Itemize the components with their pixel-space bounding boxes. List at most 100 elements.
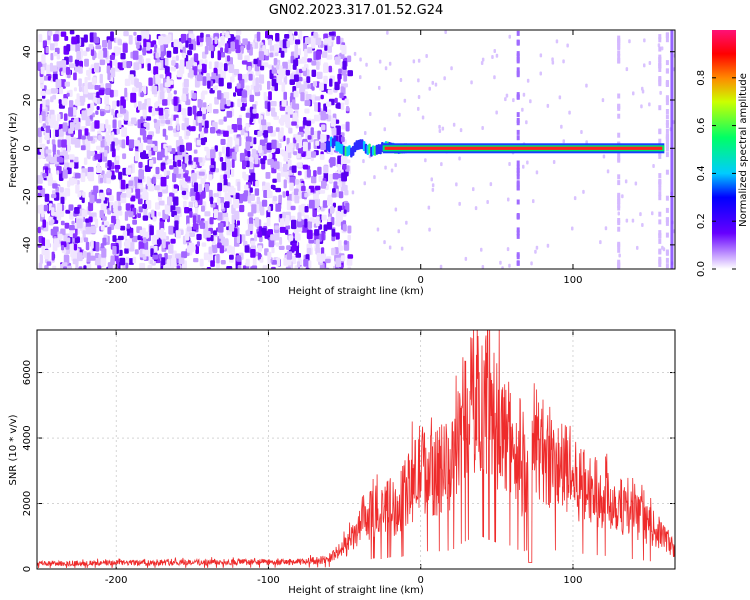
- spectrogram-noise-cell: [123, 230, 128, 240]
- spectrogram-faint-cell: [481, 126, 484, 130]
- spectrogram-noise-cell: [110, 255, 115, 266]
- spectrogram-noise-cell: [315, 140, 320, 146]
- spectral-line-core: [384, 146, 663, 150]
- spectrogram-faint-cell: [506, 247, 510, 252]
- spectrogram-noise-cell: [170, 238, 176, 244]
- spectrogram-faint-cell: [632, 91, 635, 96]
- spectrogram-noise-cell: [226, 266, 233, 269]
- spectrogram-noise-cell: [60, 228, 66, 236]
- spectrogram-noise-cell: [340, 102, 345, 111]
- spectrogram-noise-cell: [76, 51, 81, 60]
- spectrogram-faint-cell: [539, 53, 543, 58]
- spectrogram-faint-cell: [562, 139, 565, 144]
- spectrogram-faint-cell: [397, 229, 400, 234]
- spectrogram-noise-cell: [326, 222, 333, 230]
- spectrogram-streak-cell: [516, 214, 520, 220]
- spectrogram-noise-cell: [84, 76, 88, 87]
- spectrogram-noise-cell: [189, 211, 193, 218]
- spectrogram-noise-cell: [228, 224, 235, 232]
- spectrogram-noise-cell: [44, 193, 50, 202]
- spectrogram-noise-cell: [338, 68, 342, 74]
- spectrogram-noise-cell: [85, 47, 90, 52]
- spectrogram-noise-cell: [164, 36, 170, 44]
- spectrogram-noise-cell: [347, 225, 352, 234]
- spectrogram-noise-cell: [328, 65, 332, 73]
- spectrogram-faint-cell: [424, 158, 427, 163]
- spectrogram-noise-cell: [173, 90, 177, 95]
- spectrogram-noise-cell: [278, 73, 283, 80]
- spectrogram-noise-cell: [250, 84, 254, 90]
- spectrogram-noise-cell: [185, 99, 191, 106]
- spectrogram-noise-cell: [197, 99, 203, 108]
- spectrogram-streak-cell: [658, 153, 662, 159]
- spectrogram-faint-cell: [400, 246, 404, 251]
- spectrogram-noise-cell: [224, 43, 229, 53]
- spectrogram-noise-cell: [125, 256, 130, 264]
- spectrogram-noise-cell: [250, 249, 256, 258]
- spectrogram-noise-cell: [190, 188, 195, 198]
- spectrogram-noise-cell: [75, 262, 79, 269]
- spectrogram-streak-cell: [658, 178, 662, 184]
- spectrogram-noise-cell: [217, 212, 223, 221]
- spectrogram-noise-cell: [68, 225, 75, 231]
- spectrogram-noise-cell: [269, 52, 274, 58]
- spectrogram-noise-cell: [285, 190, 289, 197]
- spectrogram-faint-cell: [438, 124, 441, 129]
- spectrogram-noise-cell: [241, 90, 248, 98]
- spectrogram-noise-cell: [331, 192, 337, 198]
- spectrogram-noise-cell: [162, 214, 169, 220]
- spectrogram-noise-cell: [250, 194, 255, 201]
- spectrogram-streak-cell: [516, 180, 520, 186]
- spectrogram-noise-cell: [332, 202, 336, 208]
- spectrogram-noise-cell: [293, 51, 299, 58]
- spectrogram-noise-cell: [130, 92, 137, 103]
- spectrogram-streak-cell: [658, 211, 662, 217]
- spectrogram-noise-cell: [173, 196, 179, 206]
- spectrogram-noise-cell: [173, 96, 178, 106]
- spectrogram-noise-cell: [144, 165, 151, 172]
- spectrogram-noise-cell: [286, 251, 293, 260]
- spectrogram-streak-cell: [516, 129, 520, 135]
- spectrogram-noise-cell: [195, 191, 200, 201]
- spectrogram-noise-cell: [204, 183, 210, 192]
- spectrogram-noise-cell: [116, 258, 120, 267]
- spectrogram-noise-cell: [95, 45, 102, 50]
- spectrogram-noise-cell: [295, 82, 302, 89]
- spectrogram-noise-cell: [262, 265, 268, 269]
- spectrogram-noise-cell: [314, 102, 318, 112]
- spectrogram-noise-cell: [223, 174, 227, 180]
- spectrogram-noise-cell: [99, 59, 106, 66]
- spectrogram-noise-cell: [271, 260, 277, 265]
- spectrogram-noise-cell: [335, 210, 341, 221]
- spectrogram-noise-cell: [209, 217, 214, 225]
- spectrogram-noise-cell: [181, 123, 186, 131]
- spectrogram-noise-cell: [241, 96, 247, 103]
- spectrogram-noise-cell: [59, 187, 64, 193]
- spectrogram-noise-cell: [344, 98, 349, 105]
- spectrogram-noise-cell: [56, 215, 62, 221]
- spectrogram-faint-cell: [599, 240, 602, 245]
- spectrogram-noise-cell: [210, 260, 215, 267]
- spectrogram-noise-cell: [149, 225, 154, 236]
- spectrogram-streak-cell: [617, 218, 621, 223]
- spectrogram-noise-cell: [147, 265, 153, 269]
- spectrogram-noise-cell: [51, 65, 58, 72]
- spectrogram-noise-cell: [84, 128, 89, 136]
- spectrogram-noise-cell: [347, 266, 352, 269]
- spectrogram-noise-cell: [134, 140, 140, 147]
- spectrogram-noise-cell: [282, 61, 288, 70]
- spectrogram-noise-cell: [147, 134, 153, 140]
- spectrogram-noise-cell: [98, 50, 104, 60]
- spectrogram-faint-cell: [521, 107, 524, 112]
- spectrogram-streak-cell: [658, 105, 662, 111]
- spectrogram-streak-cell: [516, 118, 520, 123]
- spectrogram-faint-cell: [504, 97, 507, 102]
- spectrogram-noise-cell: [81, 110, 86, 119]
- spectrogram-noise-cell: [206, 267, 211, 269]
- spectrogram-noise-cell: [319, 154, 325, 160]
- spectrogram-noise-cell: [342, 60, 347, 70]
- spectrogram-noise-cell: [257, 231, 263, 238]
- spectrogram-noise-cell: [223, 92, 230, 100]
- spectrogram-noise-cell: [234, 210, 240, 220]
